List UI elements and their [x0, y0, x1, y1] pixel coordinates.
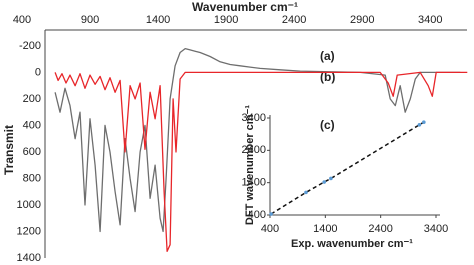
- spectrum-line: [54, 71, 468, 253]
- y-tick-label: 600: [23, 146, 41, 158]
- scatter-point: [329, 176, 333, 181]
- y-tick-label: 1400: [17, 252, 41, 264]
- y-tick-label: 400: [23, 119, 41, 131]
- series-label: (a): [320, 49, 335, 63]
- y-tick-label: 800: [23, 172, 41, 184]
- y-tick-label: -200: [19, 40, 41, 52]
- y-axis-label: Transmit: [2, 125, 16, 175]
- scatter-point: [269, 212, 273, 216]
- chart-title: Wavenumber cm⁻¹: [192, 0, 298, 14]
- scatter-point: [304, 190, 308, 195]
- x-tick-label: 2400: [282, 14, 306, 26]
- x-tick-label: 3400: [418, 14, 442, 26]
- inset-y-tick-label: 400: [248, 209, 266, 221]
- x-tick-label: 400: [13, 14, 31, 26]
- series-label: (b): [320, 70, 335, 84]
- inset-x-tick-label: 400: [261, 223, 279, 235]
- spectrum-line: [54, 47, 461, 233]
- y-tick-label: 1000: [17, 199, 41, 211]
- inset-y-tick-label: 3400: [242, 112, 266, 124]
- inset-y-tick-label: 1400: [242, 177, 266, 189]
- x-tick-label: 900: [81, 14, 99, 26]
- inset-y-tick-label: 2400: [242, 144, 266, 156]
- trendline: [270, 121, 425, 215]
- inset-y-label: DFT wavenumber cm⁻¹: [244, 105, 256, 225]
- y-tick-label: 0: [35, 66, 41, 78]
- scatter-point: [322, 180, 327, 184]
- x-tick-label: 2900: [350, 14, 374, 26]
- y-tick-label: 200: [23, 93, 41, 105]
- scatter-point: [417, 122, 422, 127]
- inset-x-label: Exp. wavenumber cm⁻¹: [291, 238, 413, 250]
- x-tick-label: 1900: [214, 14, 238, 26]
- x-tick-label: 1400: [146, 14, 170, 26]
- inset-x-tick-label: 1400: [313, 223, 337, 235]
- inset-x-tick-label: 3400: [424, 223, 448, 235]
- inset-x-tick-label: 2400: [368, 223, 392, 235]
- y-tick-label: 1200: [17, 225, 41, 237]
- scatter-point: [422, 120, 426, 125]
- inset-annotation: (c): [320, 118, 335, 132]
